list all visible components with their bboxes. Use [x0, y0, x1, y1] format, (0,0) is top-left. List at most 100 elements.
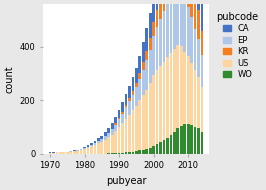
Bar — [124, 94, 127, 105]
Bar — [124, 108, 127, 119]
Bar — [121, 114, 124, 123]
Bar — [163, 140, 165, 154]
Bar — [194, 0, 197, 29]
Bar — [145, 60, 148, 89]
Bar — [166, 2, 169, 57]
Bar — [87, 147, 89, 148]
Bar — [121, 153, 124, 154]
Bar — [56, 152, 58, 154]
Bar — [111, 153, 114, 154]
Bar — [183, 0, 186, 52]
Bar — [138, 56, 141, 73]
Bar — [159, 66, 162, 142]
Bar — [201, 2, 203, 31]
Bar — [83, 147, 86, 148]
Bar — [87, 148, 89, 154]
Bar — [149, 148, 152, 154]
Bar — [145, 28, 148, 51]
Bar — [166, 138, 169, 154]
Bar — [87, 145, 89, 147]
Bar — [128, 101, 131, 115]
Bar — [118, 110, 120, 118]
Bar — [183, 52, 186, 124]
Bar — [97, 143, 100, 154]
Bar — [97, 141, 100, 143]
Bar — [128, 86, 131, 98]
Bar — [73, 151, 76, 154]
Bar — [152, 36, 155, 75]
Y-axis label: count: count — [4, 65, 14, 93]
Bar — [156, 10, 159, 27]
Bar — [159, 0, 162, 19]
Bar — [118, 118, 120, 120]
Bar — [101, 142, 103, 154]
Bar — [163, 0, 165, 11]
Bar — [131, 91, 134, 95]
Bar — [169, 53, 172, 135]
Bar — [152, 146, 155, 154]
Bar — [131, 110, 134, 151]
Bar — [180, 46, 183, 126]
Bar — [63, 152, 65, 154]
Bar — [145, 149, 148, 154]
Bar — [121, 112, 124, 114]
Bar — [124, 152, 127, 154]
Bar — [128, 152, 131, 154]
Bar — [63, 151, 65, 152]
Bar — [163, 11, 165, 62]
Bar — [107, 153, 110, 154]
Bar — [142, 150, 145, 154]
Bar — [107, 133, 110, 137]
Bar — [111, 129, 114, 135]
Bar — [131, 95, 134, 110]
Bar — [83, 148, 86, 149]
Bar — [138, 73, 141, 79]
Bar — [145, 89, 148, 149]
Bar — [66, 151, 69, 152]
Bar — [190, 0, 193, 17]
Bar — [124, 119, 127, 152]
Bar — [194, 127, 197, 154]
Bar — [138, 100, 141, 150]
Bar — [180, 0, 183, 46]
Bar — [180, 126, 183, 154]
Bar — [152, 75, 155, 146]
Bar — [197, 128, 200, 154]
Bar — [135, 68, 138, 83]
Bar — [173, 0, 176, 49]
Bar — [73, 150, 76, 151]
Bar — [156, 0, 159, 10]
Bar — [156, 70, 159, 144]
Bar — [142, 70, 145, 95]
Bar — [142, 95, 145, 150]
Bar — [114, 124, 117, 125]
Bar — [197, 10, 200, 39]
Bar — [114, 153, 117, 154]
Bar — [156, 27, 159, 70]
Bar — [90, 146, 93, 154]
Bar — [111, 135, 114, 153]
Bar — [52, 152, 55, 153]
Bar — [114, 117, 117, 124]
Bar — [197, 39, 200, 77]
Bar — [114, 125, 117, 131]
Bar — [187, 7, 190, 56]
Bar — [201, 87, 203, 132]
Bar — [187, 124, 190, 154]
X-axis label: pubyear: pubyear — [106, 176, 146, 186]
Bar — [197, 0, 200, 10]
Bar — [194, 29, 197, 70]
Bar — [104, 136, 107, 140]
Bar — [80, 150, 82, 154]
Bar — [190, 125, 193, 154]
Bar — [83, 149, 86, 154]
Bar — [131, 77, 134, 91]
Bar — [152, 0, 155, 22]
Bar — [135, 151, 138, 154]
Bar — [166, 0, 169, 2]
Bar — [76, 150, 79, 151]
Bar — [187, 56, 190, 124]
Bar — [173, 132, 176, 154]
Bar — [121, 102, 124, 112]
Bar — [135, 83, 138, 87]
